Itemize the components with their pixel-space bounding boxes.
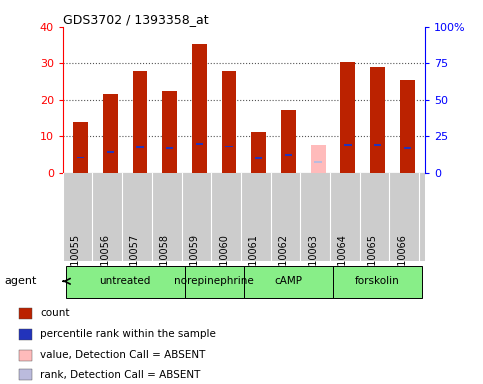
Bar bbox=[73, 122, 88, 173]
Bar bbox=[370, 67, 385, 173]
Bar bbox=[132, 71, 147, 173]
FancyBboxPatch shape bbox=[185, 266, 244, 298]
Bar bbox=[136, 146, 144, 148]
Text: untreated: untreated bbox=[99, 276, 151, 286]
Text: norepinephrine: norepinephrine bbox=[174, 276, 254, 286]
Text: count: count bbox=[40, 308, 70, 318]
Bar bbox=[311, 146, 326, 173]
Bar bbox=[103, 94, 118, 173]
Bar bbox=[222, 71, 237, 173]
Text: rank, Detection Call = ABSENT: rank, Detection Call = ABSENT bbox=[40, 370, 200, 380]
Bar bbox=[251, 132, 266, 173]
Bar bbox=[341, 61, 355, 173]
FancyBboxPatch shape bbox=[333, 266, 422, 298]
Bar bbox=[19, 369, 32, 380]
Text: GDS3702 / 1393358_at: GDS3702 / 1393358_at bbox=[63, 13, 209, 26]
Bar bbox=[19, 350, 32, 361]
Text: agent: agent bbox=[5, 276, 37, 286]
Bar bbox=[281, 110, 296, 173]
Text: cAMP: cAMP bbox=[274, 276, 302, 286]
Bar bbox=[314, 161, 322, 163]
Bar bbox=[19, 308, 32, 319]
Bar bbox=[403, 147, 411, 149]
Bar bbox=[192, 44, 207, 173]
Bar bbox=[162, 91, 177, 173]
Bar bbox=[226, 146, 233, 147]
Bar bbox=[19, 329, 32, 339]
Text: forskolin: forskolin bbox=[355, 276, 400, 286]
FancyBboxPatch shape bbox=[66, 266, 185, 298]
Bar bbox=[374, 144, 381, 146]
Bar bbox=[285, 154, 292, 156]
Bar bbox=[196, 144, 203, 145]
Bar bbox=[255, 157, 262, 159]
Bar bbox=[107, 151, 114, 152]
FancyBboxPatch shape bbox=[244, 266, 333, 298]
Bar bbox=[400, 80, 414, 173]
Text: value, Detection Call = ABSENT: value, Detection Call = ABSENT bbox=[40, 350, 206, 360]
Bar bbox=[77, 157, 85, 158]
Bar bbox=[344, 144, 352, 146]
Text: percentile rank within the sample: percentile rank within the sample bbox=[40, 329, 216, 339]
Bar bbox=[166, 147, 173, 149]
